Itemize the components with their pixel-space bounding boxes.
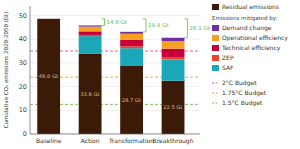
bracket — [102, 19, 105, 26]
bar-segment — [162, 57, 185, 59]
legend-label: 1.5°C Budget — [222, 99, 263, 107]
bar-segment — [37, 18, 60, 19]
bar-segment — [37, 18, 60, 19]
bar-segment — [120, 32, 143, 34]
legend-label: 1.75°C Budget — [222, 89, 267, 97]
bar-segment — [162, 81, 185, 134]
grid-line — [30, 15, 200, 16]
bar-segment — [37, 18, 60, 19]
bar-segment — [79, 27, 102, 32]
legend-swatch — [212, 35, 219, 41]
legend: Residual emissions Emissions mitigated by… — [212, 3, 288, 107]
data-label: 33.8 Gt — [80, 91, 99, 97]
legend-heading: Emissions mitigated by: — [212, 15, 278, 22]
legend-label: Demand change — [222, 24, 272, 32]
bracket-label: 14.8 Gt — [107, 19, 128, 25]
x-tick-label: Breakthrough — [153, 137, 194, 145]
legend-swatch — [212, 83, 219, 84]
data-label: 48.6 Gt — [39, 73, 58, 79]
bar-segment — [37, 19, 60, 134]
y-tick-label: 50 — [19, 12, 27, 20]
bar-segment — [37, 18, 60, 19]
bar-segment — [79, 36, 102, 54]
bar-segment — [120, 46, 143, 48]
y-axis-label: Cumulative CO₂ emissions 2020-2050 (Gt) — [3, 12, 9, 129]
bar-segment — [120, 48, 143, 66]
y-tick-label: 0 — [23, 130, 27, 138]
bracket — [184, 19, 187, 38]
legend-swatch — [212, 103, 219, 104]
legend-swatch — [212, 93, 219, 94]
bar-segment — [120, 66, 143, 134]
bar-segment — [162, 41, 185, 49]
chart: 0 10 20 30 40 50 Cumulative CO₂ emissions 2020… — [0, 0, 300, 149]
plot-area — [30, 19, 200, 134]
grid-line — [30, 134, 200, 135]
legend-swatch — [212, 25, 219, 31]
legend-label: 2°C Budget — [222, 79, 257, 87]
bar-segment — [37, 18, 60, 19]
legend-label: Residual emissions — [222, 3, 279, 10]
bar-segment — [79, 54, 102, 134]
bar-segment — [162, 38, 185, 41]
legend-label: SAF — [222, 64, 234, 71]
bracket — [143, 19, 146, 32]
y-tick-label: 30 — [19, 59, 27, 67]
bar-segment — [120, 40, 143, 47]
bar-segment — [79, 31, 102, 35]
data-label: 22.5 Gt — [163, 104, 182, 110]
x-tick-label: Baseline — [36, 137, 62, 144]
legend-swatch — [212, 4, 219, 10]
legend-swatch — [212, 65, 219, 71]
y-tick-label: 40 — [19, 35, 27, 43]
bracket-label: 19.9 Gt — [148, 22, 169, 28]
bracket-label: 26.1 Gt — [189, 25, 210, 31]
bar-segment — [79, 25, 102, 26]
legend-swatch — [212, 55, 219, 61]
x-tick-label: Transformation — [108, 137, 154, 144]
bar-segment — [162, 59, 185, 80]
bar-segment — [120, 34, 143, 40]
y-tick-label: 10 — [19, 106, 27, 114]
x-tick-label: Action — [81, 137, 100, 144]
legend-label: Technical efficiency — [221, 44, 281, 52]
legend-label: ZEP — [222, 54, 234, 61]
legend-label: Operational efficiency — [222, 34, 288, 42]
data-label: 28.7 Gt — [122, 97, 141, 103]
bar-segment — [162, 49, 185, 57]
grid — [30, 15, 200, 134]
bar-segment — [79, 35, 102, 36]
x-axis — [30, 134, 200, 135]
y-axis — [30, 6, 31, 134]
legend-swatch — [212, 45, 219, 51]
y-tick-label: 20 — [19, 83, 27, 91]
